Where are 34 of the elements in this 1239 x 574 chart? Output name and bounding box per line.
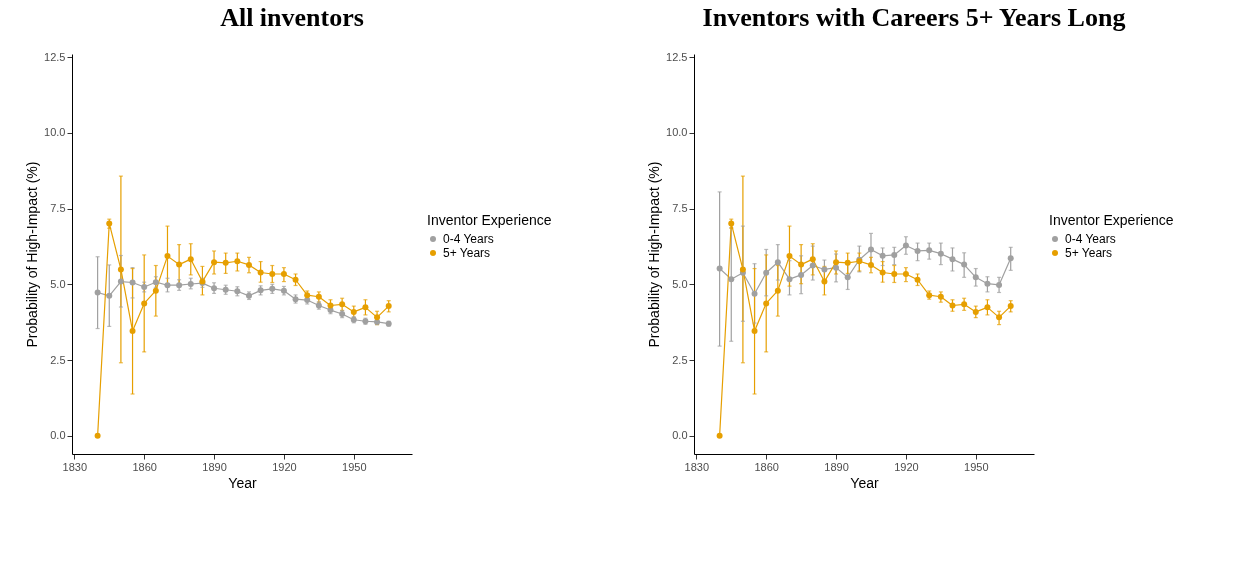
legend-label: 5+ Years <box>443 246 491 260</box>
y-tick-label: 0.0 <box>672 429 688 442</box>
legend-title: Inventor Experience <box>1049 212 1174 228</box>
y-tick-label: 10.0 <box>44 126 66 139</box>
y-tick-label: 5.0 <box>50 277 66 290</box>
legend-label: 0-4 Years <box>443 232 494 246</box>
y-tick-label: 2.5 <box>50 353 66 366</box>
y-axis-title: Probability of High-Impact (%) <box>646 161 663 348</box>
legend-title: Inventor Experience <box>427 212 552 228</box>
y-tick-label: 12.5 <box>666 50 688 63</box>
chart-title: All inventors <box>220 3 364 33</box>
legend-label: 5+ Years <box>1065 246 1113 260</box>
y-tick-label: 12.5 <box>44 50 66 63</box>
y-tick-label: 10.0 <box>666 126 688 139</box>
x-tick-label: 1920 <box>894 460 919 473</box>
y-tick-label: 2.5 <box>672 353 688 366</box>
x-tick-label: 1950 <box>342 460 367 473</box>
x-tick-label: 1920 <box>272 460 297 473</box>
y-tick-label: 7.5 <box>672 202 688 215</box>
x-tick-label: 1860 <box>132 460 157 473</box>
x-tick-label: 1890 <box>202 460 227 473</box>
legend-label: 0-4 Years <box>1065 232 1116 246</box>
y-tick-label: 7.5 <box>50 202 66 215</box>
y-axis-title: Probability of High-Impact (%) <box>24 161 41 348</box>
x-axis-title: Year <box>228 474 257 491</box>
y-tick-label: 0.0 <box>50 429 66 442</box>
x-axis-title: Year <box>850 474 879 491</box>
chart-title: Inventors with Careers 5+ Years Long <box>702 3 1126 33</box>
x-tick-label: 1890 <box>824 460 849 473</box>
y-tick-label: 5.0 <box>672 277 688 290</box>
x-tick-label: 1830 <box>62 460 88 473</box>
x-tick-label: 1950 <box>964 460 989 473</box>
x-tick-label: 1830 <box>684 460 710 473</box>
x-tick-label: 1860 <box>754 460 779 473</box>
